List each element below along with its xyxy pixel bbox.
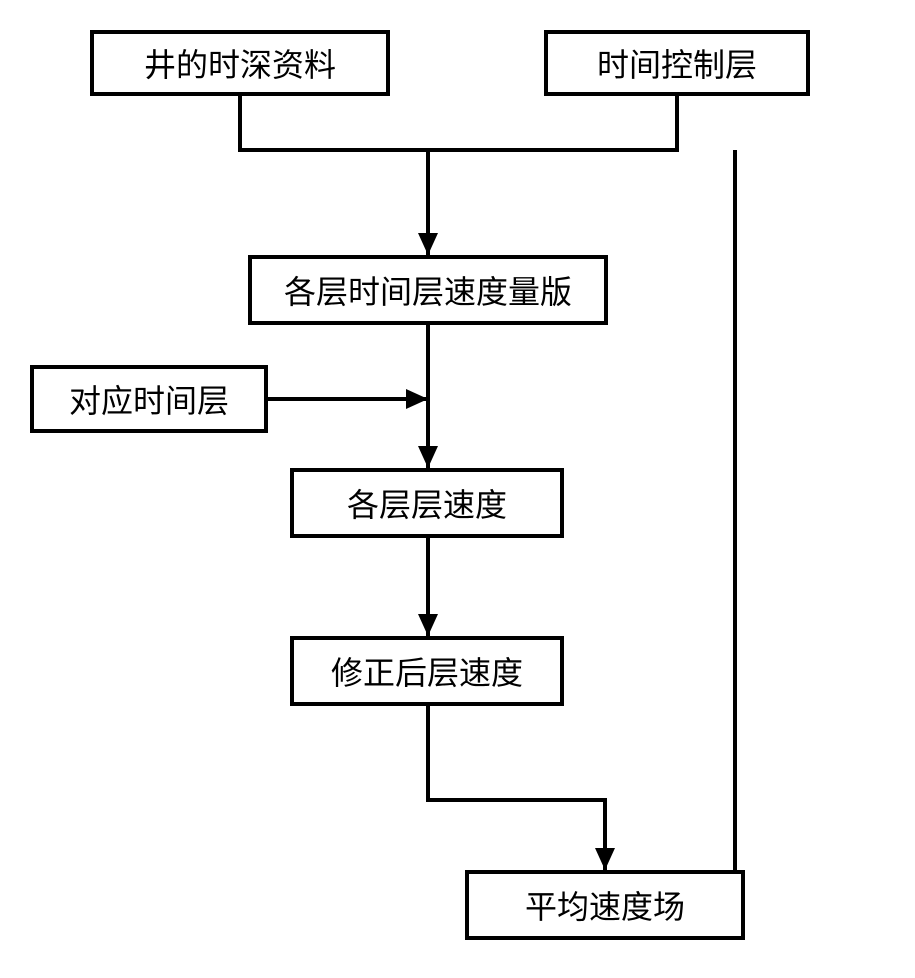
node-label: 各层时间层速度量版 xyxy=(284,267,572,313)
node-label: 对应时间层 xyxy=(69,376,229,422)
node-well-time-depth: 井的时深资料 xyxy=(90,30,390,96)
node-label: 时间控制层 xyxy=(597,40,757,86)
node-label: 平均速度场 xyxy=(525,882,685,928)
node-label: 井的时深资料 xyxy=(144,40,336,86)
node-label: 各层层速度 xyxy=(347,480,507,526)
node-layer-velocity-template: 各层时间层速度量版 xyxy=(248,255,608,325)
node-time-control-layer: 时间控制层 xyxy=(544,30,810,96)
node-label: 修正后层速度 xyxy=(331,648,523,694)
node-layer-velocity: 各层层速度 xyxy=(290,468,564,538)
node-corresponding-time-layer: 对应时间层 xyxy=(30,365,268,433)
node-average-velocity-field: 平均速度场 xyxy=(465,870,745,940)
node-corrected-layer-velocity: 修正后层速度 xyxy=(290,636,564,706)
